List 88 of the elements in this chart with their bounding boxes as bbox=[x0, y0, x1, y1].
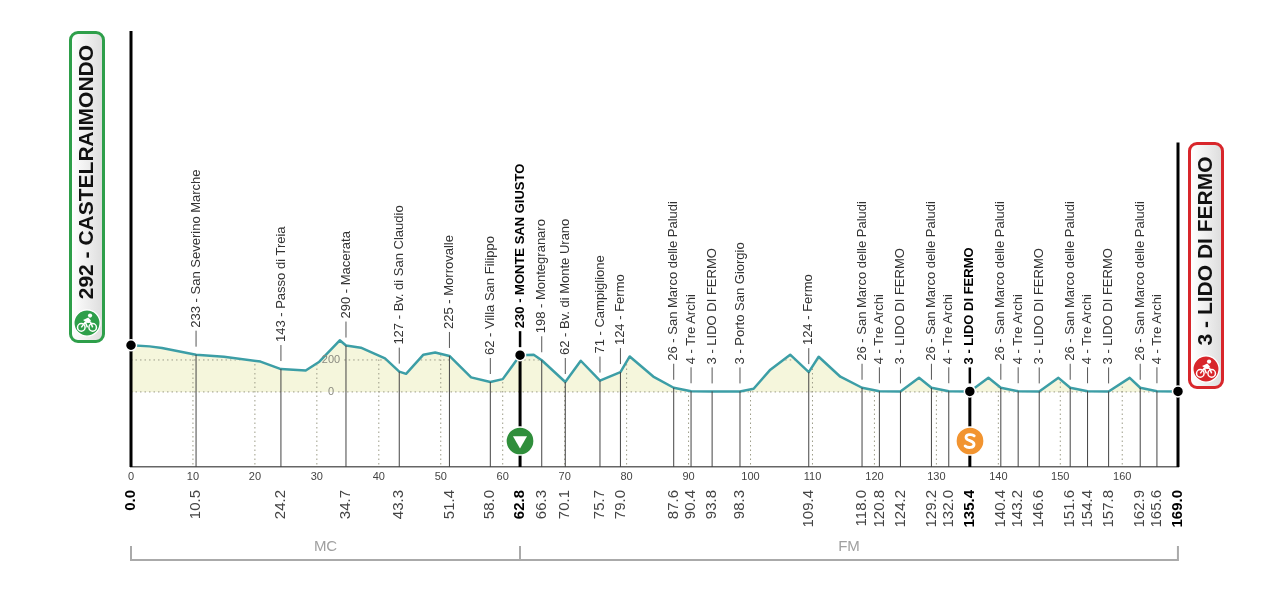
annotation: 127 - Bv. di San Claudio bbox=[390, 205, 406, 345]
annotation: 198 - Montegranaro bbox=[533, 219, 549, 334]
x-tick-label: 80 bbox=[620, 469, 633, 482]
ref-line-label: 132.0 bbox=[938, 490, 956, 528]
ref-line-label: 34.7 bbox=[336, 490, 354, 520]
ref-line-label: 51.4 bbox=[439, 490, 457, 520]
annotation: 124 - Fermo bbox=[800, 274, 816, 346]
point bbox=[1171, 385, 1185, 398]
x-tick-label: 110 bbox=[803, 469, 822, 482]
annotation: 3 - LIDO DI FERMO bbox=[703, 248, 719, 365]
ref-line-label: 79.0 bbox=[610, 490, 628, 520]
annotation: 3 - LIDO DI FERMO bbox=[1030, 248, 1046, 365]
x-tick-label: 50 bbox=[434, 469, 447, 482]
x-tick-label: 130 bbox=[927, 469, 946, 482]
ref-line-label: 87.6 bbox=[663, 490, 681, 520]
ref-line-label: 62.8 bbox=[510, 490, 528, 520]
ref-line-label: 162.9 bbox=[1130, 490, 1148, 528]
x-tick-label: 90 bbox=[682, 469, 695, 482]
ref-line-label: 165.6 bbox=[1147, 490, 1165, 528]
annotation: 3 - LIDO DI FERMO bbox=[892, 248, 908, 365]
ref-line-label: 90.4 bbox=[681, 490, 699, 520]
annotation: 3 - LIDO DI FERMO bbox=[1100, 248, 1116, 365]
annotation: 4 - Tre Archi bbox=[1079, 294, 1095, 365]
annotation: 4 - Tre Archi bbox=[1009, 294, 1025, 365]
ref-line-label: 109.4 bbox=[798, 490, 816, 528]
annotation: 230 - MONTE SAN GIUSTO bbox=[511, 163, 527, 329]
ref-line-label: 157.8 bbox=[1098, 490, 1116, 528]
point bbox=[963, 385, 977, 398]
ref-line-label: 43.3 bbox=[389, 490, 407, 520]
annotation: 4 - Tre Archi bbox=[870, 294, 886, 365]
annotation: 26 - San Marco delle Paludi bbox=[1131, 200, 1147, 361]
ref-line-label: 151.6 bbox=[1060, 490, 1078, 528]
x-tick-label: 150 bbox=[1051, 469, 1070, 482]
ref-line-label: 66.3 bbox=[531, 490, 549, 520]
ref-line-label: 98.3 bbox=[730, 490, 748, 520]
annotation: 3 - LIDO DI FERMO bbox=[961, 247, 977, 365]
annotation: 26 - San Marco delle Paludi bbox=[853, 200, 869, 361]
ref-line-label: 143.2 bbox=[1008, 490, 1026, 528]
annotation: 143 - Passo di Treia bbox=[272, 225, 288, 343]
ref-line-label: 118.0 bbox=[852, 490, 870, 527]
ref-line-label: 0.0 bbox=[121, 490, 139, 511]
x-tick-label: 30 bbox=[310, 469, 323, 482]
ref-line-label: 70.1 bbox=[555, 490, 573, 520]
annotation: 71 - Campiglione bbox=[591, 255, 607, 354]
ref-line-label: 24.2 bbox=[271, 490, 289, 520]
x-tick-label: 160 bbox=[1113, 469, 1132, 482]
annotation: 26 - San Marco delle Paludi bbox=[1061, 200, 1077, 361]
ref-line-label: 146.6 bbox=[1029, 490, 1047, 528]
x-tick-label: 60 bbox=[496, 469, 509, 482]
annotation: 3 - LIDO DI FERMO bbox=[1192, 156, 1216, 346]
ref-line-label: 10.5 bbox=[186, 490, 204, 520]
annotation: 26 - San Marco delle Paludi bbox=[923, 200, 939, 361]
annotation: 233 - San Severino Marche bbox=[187, 169, 203, 328]
x-tick-label: 70 bbox=[558, 469, 571, 482]
y-tick-label: 200 bbox=[321, 352, 341, 365]
annotation: 26 - San Marco delle Paludi bbox=[992, 200, 1008, 361]
x-tick-label: 120 bbox=[865, 469, 884, 482]
annotation: 26 - San Marco delle Paludi bbox=[665, 200, 681, 361]
annotation: 3 - Porto San Giorgio bbox=[731, 242, 747, 365]
ref-line-label: 129.2 bbox=[921, 490, 939, 528]
annotation: 4 - Tre Archi bbox=[1148, 294, 1164, 365]
point bbox=[124, 339, 138, 352]
annotation: 290 - Macerata bbox=[337, 230, 353, 319]
annotation: 4 - Tre Archi bbox=[940, 294, 956, 365]
ref-line-label: 169.0 bbox=[1168, 490, 1186, 528]
annotation: 62 - Villa San Filippo bbox=[481, 236, 497, 355]
ref-line-label: 120.8 bbox=[869, 490, 887, 528]
annotation: 292 - CASTELRAIMONDO bbox=[73, 44, 97, 300]
annotation: 4 - Tre Archi bbox=[682, 294, 698, 365]
x-tick-label: 40 bbox=[372, 469, 385, 482]
annotation: 62 - Bv. di Monte Urano bbox=[556, 218, 572, 355]
x-tick-label: 100 bbox=[741, 469, 760, 482]
x-tick-label: 10 bbox=[186, 469, 200, 482]
annotation: 225 - Morrovalle bbox=[441, 235, 457, 329]
text: FM bbox=[838, 537, 860, 555]
ref-line-label: 58.0 bbox=[480, 490, 498, 520]
point bbox=[513, 348, 527, 362]
x-tick-label: 0 bbox=[127, 469, 135, 482]
ref-line-label: 140.4 bbox=[990, 490, 1008, 528]
ref-line-label: 124.2 bbox=[890, 490, 908, 528]
ref-line-label: 154.4 bbox=[1077, 490, 1095, 528]
x-tick-label: 20 bbox=[248, 469, 262, 482]
ref-line-label: 135.4 bbox=[959, 489, 977, 528]
x-tick-label: 140 bbox=[989, 469, 1008, 482]
ref-line-label: 75.7 bbox=[590, 490, 608, 520]
ref-line-label: 93.8 bbox=[702, 490, 720, 520]
text: MC bbox=[313, 537, 338, 555]
annotation: 124 - Fermo bbox=[612, 274, 627, 346]
